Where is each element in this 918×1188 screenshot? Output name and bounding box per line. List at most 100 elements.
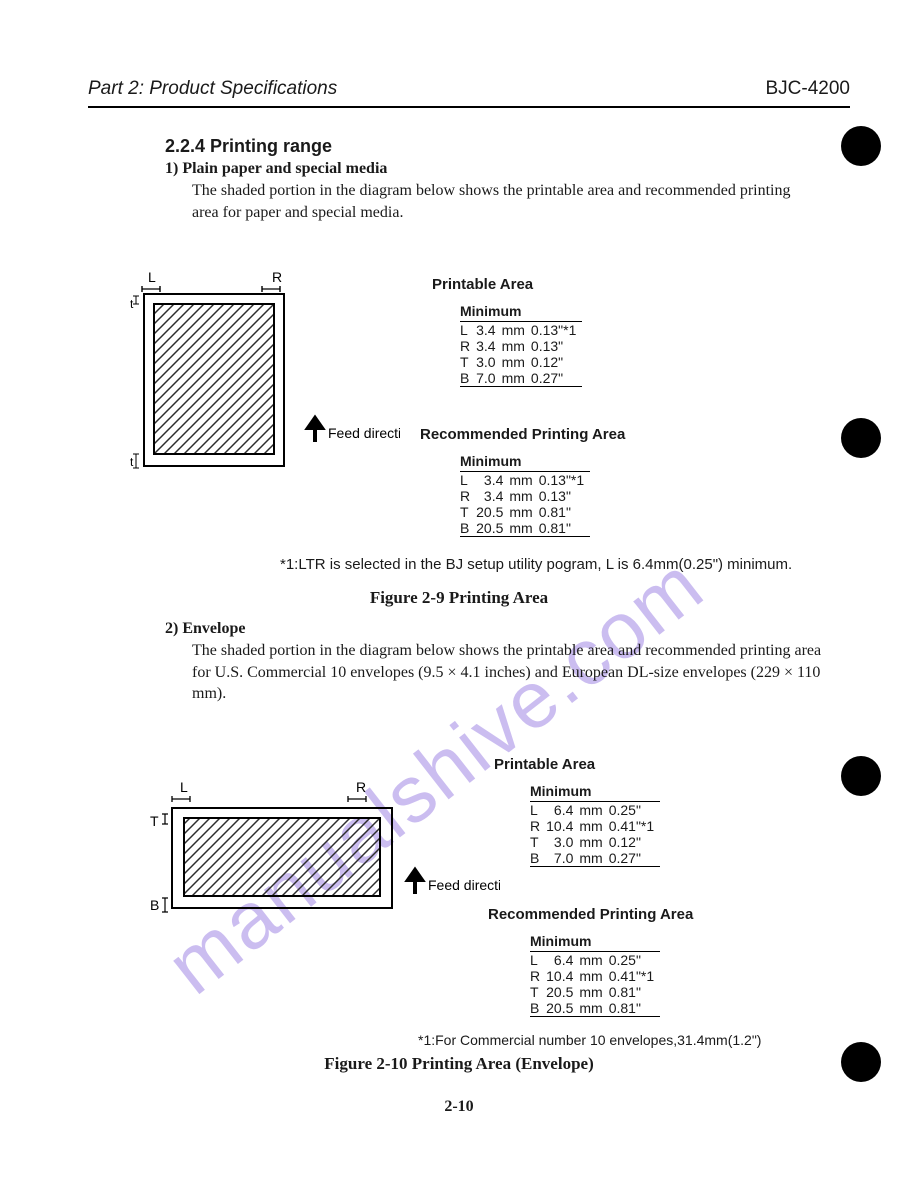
table-cell: 0.81" [539, 504, 590, 520]
table-cell: 0.13" [539, 488, 590, 504]
table-cell: 7.0 [546, 850, 579, 867]
page: manualshive.com Part 2: Product Specific… [0, 0, 918, 1188]
page-header: Part 2: Product Specifications BJC-4200 [88, 78, 850, 108]
table-cell: 3.0 [476, 354, 501, 370]
table-cell: T [460, 504, 476, 520]
svg-text:t: t [130, 455, 134, 469]
diag1-label-R: R [272, 269, 282, 285]
punch-hole-icon [841, 418, 881, 458]
table-cell: 3.4 [476, 322, 501, 338]
table-cell: 0.12" [609, 834, 660, 850]
printable2-title: Printable Area [494, 756, 660, 773]
table-cell: mm [509, 472, 538, 488]
recommended2-min: Minimum [530, 933, 693, 951]
diagram-envelope: L R T B Feed direction [150, 778, 500, 928]
recommended1-title: Recommended Printing Area [420, 426, 625, 443]
table-cell: mm [502, 354, 531, 370]
table-cell: 0.27" [531, 370, 582, 387]
table-cell: 20.5 [546, 1000, 579, 1017]
table-cell: R [530, 818, 546, 834]
diagram-paper: L R t t Feed direction [130, 268, 400, 478]
section-heading: 2.2.4 Printing range [165, 136, 332, 157]
table-cell: mm [502, 370, 531, 387]
table-cell: 0.27" [609, 850, 660, 867]
table-cell: mm [579, 984, 608, 1000]
table-cell: mm [502, 338, 531, 354]
printable-area-2: Printable Area Minimum L6.4mm0.25"R10.4m… [494, 756, 660, 867]
table-cell: 0.41"*1 [609, 818, 660, 834]
recommended2-title: Recommended Printing Area [488, 906, 693, 923]
footnote-1: *1:LTR is selected in the BJ setup utili… [280, 556, 792, 573]
table-cell: mm [509, 488, 538, 504]
table-cell: 3.4 [476, 488, 509, 504]
table-cell: 0.81" [609, 984, 660, 1000]
table-cell: mm [579, 968, 608, 984]
table-cell: mm [579, 802, 608, 818]
recommended-area-1: Recommended Printing Area Minimum L3.4mm… [420, 426, 625, 537]
table-cell: T [530, 834, 546, 850]
table-cell: 20.5 [546, 984, 579, 1000]
table-cell: 10.4 [546, 818, 579, 834]
table-cell: 0.13" [531, 338, 582, 354]
footnote-2: *1:For Commercial number 10 envelopes,31… [418, 1032, 761, 1048]
table-cell: 0.12" [531, 354, 582, 370]
punch-hole-icon [841, 126, 881, 166]
table-cell: 7.0 [476, 370, 501, 387]
table-cell: B [530, 1000, 546, 1017]
table-cell: mm [579, 850, 608, 867]
paragraph-2: The shaded portion in the diagram below … [192, 640, 828, 705]
printable1-min: Minimum [460, 303, 582, 321]
svg-text:B: B [150, 897, 159, 913]
table-cell: mm [579, 818, 608, 834]
table-cell: 3.0 [546, 834, 579, 850]
table-cell: 0.81" [539, 520, 590, 537]
table-cell: 20.5 [476, 504, 509, 520]
table-cell: B [460, 520, 476, 537]
table-cell: mm [509, 504, 538, 520]
recommended1-min: Minimum [460, 453, 625, 471]
table-cell: 10.4 [546, 968, 579, 984]
subsection-2-heading: 2) Envelope [165, 620, 245, 638]
paragraph-1: The shaded portion in the diagram below … [192, 180, 798, 223]
table-cell: B [530, 850, 546, 867]
table-cell: L [530, 802, 546, 818]
table-cell: mm [509, 520, 538, 537]
table-cell: 0.81" [609, 1000, 660, 1017]
table-cell: 0.13"*1 [539, 472, 590, 488]
table-cell: 0.25" [609, 802, 660, 818]
figure-caption-1: Figure 2-9 Printing Area [0, 588, 918, 608]
svg-text:T: T [150, 813, 159, 829]
table-cell: 0.25" [609, 952, 660, 968]
svg-text:Feed direction: Feed direction [428, 877, 500, 893]
table-cell: 6.4 [546, 952, 579, 968]
diag1-feed-label: Feed direction [328, 425, 400, 441]
table-cell: mm [502, 322, 531, 338]
recommended1-table: L3.4mm0.13"*1R3.4mm0.13"T20.5mm0.81"B20.… [460, 471, 590, 537]
recommended-area-2: Recommended Printing Area Minimum L6.4mm… [488, 906, 693, 1017]
printable2-table: L6.4mm0.25"R10.4mm0.41"*1T3.0mm0.12"B7.0… [530, 801, 660, 867]
printable1-title: Printable Area [432, 276, 582, 293]
table-cell: L [460, 322, 476, 338]
table-cell: 3.4 [476, 338, 501, 354]
page-number: 2-10 [0, 1098, 918, 1116]
printable-area-1: Printable Area Minimum L3.4mm0.13"*1R3.4… [432, 276, 582, 387]
table-cell: mm [579, 952, 608, 968]
table-cell: 6.4 [546, 802, 579, 818]
table-cell: mm [579, 834, 608, 850]
table-cell: T [460, 354, 476, 370]
svg-text:L: L [180, 779, 188, 795]
table-cell: R [530, 968, 546, 984]
printable2-min: Minimum [530, 783, 660, 801]
diag1-label-L: L [148, 269, 156, 285]
table-cell: R [460, 338, 476, 354]
figure-caption-2: Figure 2-10 Printing Area (Envelope) [0, 1054, 918, 1074]
table-cell: 3.4 [476, 472, 509, 488]
table-cell: 0.41"*1 [609, 968, 660, 984]
svg-text:R: R [356, 779, 366, 795]
header-right: BJC-4200 [766, 78, 851, 100]
table-cell: 0.13"*1 [531, 322, 582, 338]
recommended2-table: L6.4mm0.25"R10.4mm0.41"*1T20.5mm0.81"B20… [530, 951, 660, 1017]
table-cell: 20.5 [476, 520, 509, 537]
punch-hole-icon [841, 756, 881, 796]
feed-arrow-icon [308, 418, 322, 442]
